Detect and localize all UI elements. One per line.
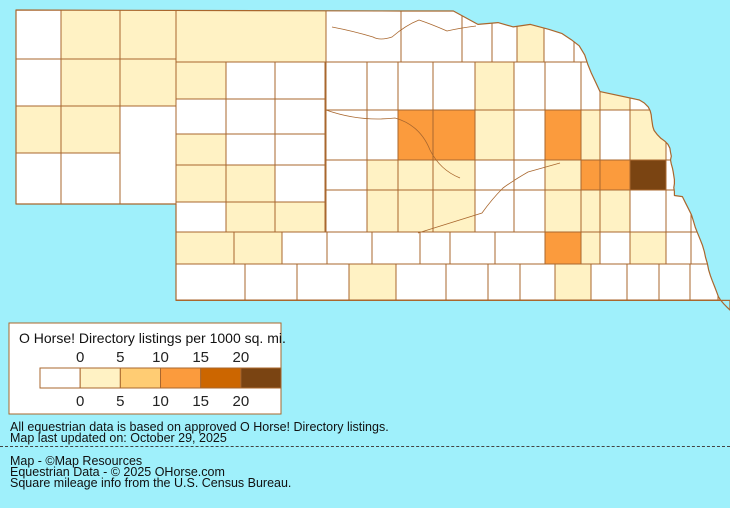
svg-text:5: 5	[116, 349, 124, 366]
svg-text:5: 5	[116, 393, 124, 410]
svg-text:20: 20	[233, 393, 250, 410]
svg-text:10: 10	[152, 349, 169, 366]
svg-text:15: 15	[192, 393, 209, 410]
svg-text:0: 0	[76, 349, 84, 366]
svg-text:O Horse! Directory listings pe: O Horse! Directory listings per 1000 sq.…	[19, 330, 286, 346]
svg-text:0: 0	[76, 393, 84, 410]
svg-text:20: 20	[233, 349, 250, 366]
svg-text:10: 10	[152, 393, 169, 410]
svg-text:15: 15	[192, 349, 209, 366]
